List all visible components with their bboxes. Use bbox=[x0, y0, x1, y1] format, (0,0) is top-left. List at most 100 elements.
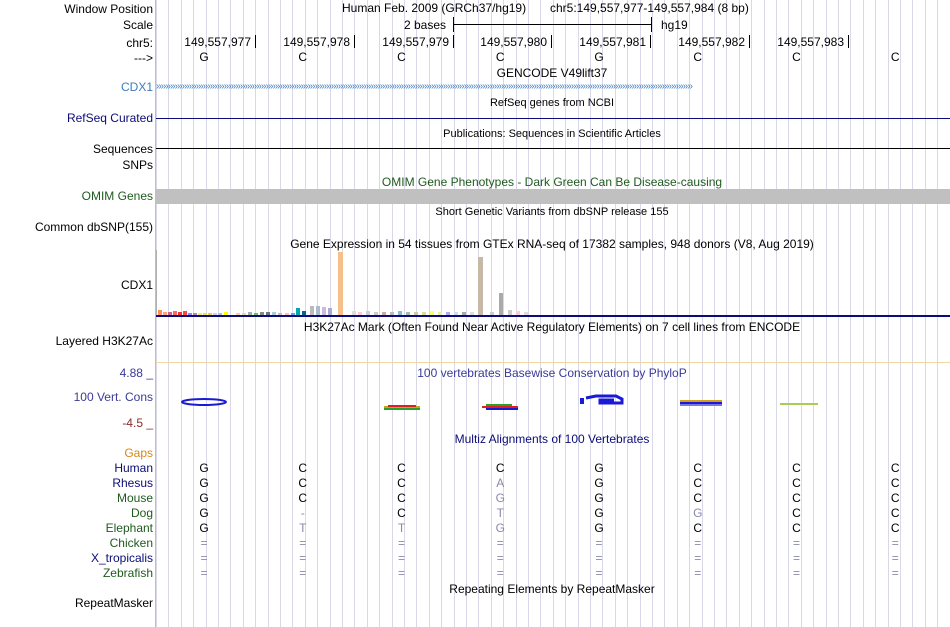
refseq-label[interactable]: RefSeq Curated bbox=[66, 111, 153, 125]
grid-line bbox=[764, 0, 765, 627]
gencode-gene-label[interactable]: CDX1 bbox=[120, 80, 153, 94]
grid-line bbox=[677, 0, 678, 627]
alignment-base: G bbox=[594, 521, 604, 535]
species-label[interactable]: Dog bbox=[130, 506, 153, 520]
sequences-label[interactable]: Sequences bbox=[92, 142, 153, 156]
alignment-base: = bbox=[299, 536, 307, 550]
grid-line bbox=[466, 0, 467, 627]
species-label[interactable]: Mouse bbox=[116, 491, 153, 505]
alignment-base: = bbox=[299, 551, 307, 565]
species-label[interactable]: Human bbox=[114, 461, 153, 475]
grid-line bbox=[925, 0, 926, 627]
alignment-base: C bbox=[298, 461, 308, 475]
grid-line bbox=[627, 0, 628, 627]
snps-label[interactable]: SNPs bbox=[122, 158, 153, 172]
publications-line[interactable] bbox=[156, 148, 950, 149]
grid-line bbox=[714, 0, 715, 627]
alignment-base: T bbox=[496, 506, 504, 520]
grid-line bbox=[751, 0, 752, 627]
grid-line bbox=[937, 0, 938, 627]
dbsnp-label[interactable]: Common dbSNP(155) bbox=[34, 220, 153, 234]
grid-line bbox=[602, 0, 603, 627]
grid-line bbox=[900, 0, 901, 627]
alignment-base: = bbox=[792, 536, 801, 550]
grid-line bbox=[702, 0, 703, 627]
alignment-base: G bbox=[199, 476, 209, 490]
coordinate-label: 149,557,979 bbox=[382, 35, 449, 49]
coordinate-label: 149,557,978 bbox=[283, 35, 350, 49]
gtex-expression-plot[interactable] bbox=[156, 250, 950, 318]
species-label[interactable]: Zebrafish bbox=[102, 566, 153, 580]
grid-line bbox=[429, 0, 430, 627]
gtex-gene-label[interactable]: CDX1 bbox=[120, 278, 153, 292]
coordinate-label: 149,557,980 bbox=[480, 35, 547, 49]
coordinate-tick bbox=[551, 35, 552, 48]
grid-line bbox=[528, 0, 529, 627]
alignment-base: G bbox=[594, 506, 604, 520]
h3k27ac-label[interactable]: Layered H3K27Ac bbox=[55, 334, 153, 348]
alignment-base: - bbox=[300, 506, 305, 520]
position-text: chr5:149,557,977-149,557,984 (8 bp) bbox=[550, 1, 749, 15]
alignment-base: = bbox=[496, 551, 504, 565]
cdx1-gene-model[interactable]: ››››››››››››››››››››››››››››››››››››››››… bbox=[156, 81, 693, 92]
grid-line bbox=[503, 0, 504, 627]
phylop-logo-plot[interactable] bbox=[156, 390, 950, 420]
alignment-base: C bbox=[693, 476, 703, 490]
omim-gene-bar[interactable] bbox=[156, 189, 950, 204]
alignment-base: G bbox=[199, 506, 209, 520]
grid-line bbox=[689, 0, 690, 627]
alignment-base: G bbox=[693, 506, 703, 520]
reference-base: C bbox=[397, 50, 406, 64]
alignment-base: G bbox=[199, 521, 209, 535]
species-label[interactable]: Chicken bbox=[109, 536, 153, 550]
alignment-base: = bbox=[694, 551, 702, 565]
coordinate-label: 149,557,983 bbox=[777, 35, 844, 49]
alignment-base: = bbox=[397, 551, 406, 565]
gencode-title: GENCODE V49lift37 bbox=[496, 66, 608, 80]
gtex-title: Gene Expression in 54 tissues from GTEx … bbox=[290, 237, 814, 251]
species-label[interactable]: Elephant bbox=[105, 521, 153, 535]
species-label[interactable]: Rhesus bbox=[112, 476, 153, 490]
coordinate-label: 149,557,977 bbox=[184, 35, 251, 49]
omim-label[interactable]: OMIM Genes bbox=[81, 189, 153, 203]
grid-line bbox=[912, 0, 913, 627]
species-label[interactable]: X_tropicalis bbox=[90, 551, 153, 565]
alignment-base: G bbox=[594, 476, 604, 490]
reference-base: C bbox=[495, 50, 505, 64]
alignment-base: G bbox=[199, 491, 209, 505]
phylop-label[interactable]: 100 Vert. Cons bbox=[73, 390, 153, 404]
repeatmasker-label[interactable]: RepeatMasker bbox=[74, 596, 153, 610]
scale-text: 2 bases bbox=[404, 18, 447, 32]
alignment-base: G bbox=[495, 491, 505, 505]
scale-bar-right-tick bbox=[651, 17, 652, 32]
alignment-base: G bbox=[495, 521, 505, 535]
phylop-title: 100 vertebrates Basewise Conservation by… bbox=[417, 366, 687, 380]
alignment-base: C bbox=[693, 461, 703, 475]
alignment-base: A bbox=[496, 476, 505, 490]
label-separator bbox=[155, 0, 156, 627]
assembly-name: Human Feb. 2009 (GRCh37/hg19) bbox=[342, 1, 527, 15]
coordinate-tick bbox=[848, 35, 849, 48]
alignment-base: C bbox=[298, 476, 308, 490]
repeatmasker-title: Repeating Elements by RepeatMasker bbox=[449, 582, 655, 596]
grid-line bbox=[230, 0, 231, 627]
window-position-label: Window Position bbox=[64, 2, 153, 16]
grid-line bbox=[578, 0, 579, 627]
alignment-base: C bbox=[890, 521, 900, 535]
grid-line bbox=[565, 0, 566, 627]
h3k27ac-baseline bbox=[156, 362, 950, 363]
publications-title: Publications: Sequences in Scientific Ar… bbox=[443, 128, 661, 140]
grid-line bbox=[838, 0, 839, 627]
reference-base: C bbox=[298, 50, 308, 64]
alignment-base: T bbox=[299, 521, 307, 535]
gaps-label[interactable]: Gaps bbox=[124, 446, 153, 460]
coordinate-tick bbox=[354, 35, 355, 48]
refseq-gene-line[interactable] bbox=[156, 118, 950, 119]
coordinate-tick bbox=[749, 35, 750, 48]
alignment-base: C bbox=[693, 521, 703, 535]
alignment-base: = bbox=[496, 566, 504, 580]
grid-line bbox=[379, 0, 380, 627]
grid-line bbox=[590, 0, 591, 627]
alignment-base: C bbox=[397, 461, 406, 475]
grid-line bbox=[875, 0, 876, 627]
